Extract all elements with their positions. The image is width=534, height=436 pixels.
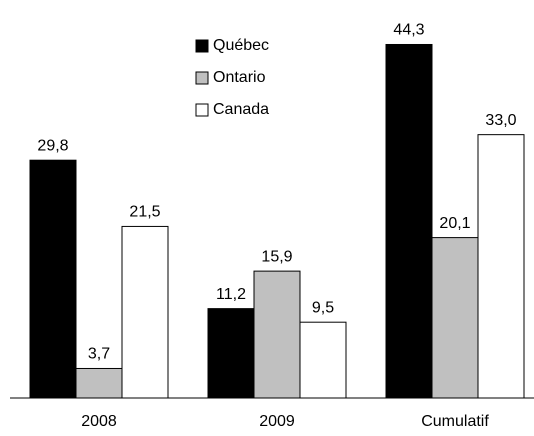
legend-label: Ontario — [213, 69, 266, 86]
value-label: 20,1 — [439, 215, 470, 232]
legend-swatch — [195, 103, 209, 117]
value-label: 21,5 — [129, 204, 160, 221]
bar — [385, 43, 433, 399]
bar — [299, 321, 347, 399]
x-tick-label: 2009 — [259, 413, 295, 430]
value-label: 3,7 — [88, 346, 110, 363]
bar — [75, 367, 123, 399]
value-label: 33,0 — [485, 112, 516, 129]
bar — [207, 308, 255, 399]
legend-swatch — [195, 39, 209, 53]
value-label: 9,5 — [312, 299, 334, 316]
legend-swatch — [195, 71, 209, 85]
legend-label: Québec — [213, 37, 269, 54]
bar — [253, 270, 301, 399]
x-tick-label: Cumulatif — [421, 413, 489, 430]
bar — [477, 134, 525, 399]
bar — [121, 225, 169, 399]
value-label: 29,8 — [37, 137, 68, 154]
x-tick-label: 2008 — [81, 413, 117, 430]
legend-label: Canada — [213, 101, 269, 118]
bar — [29, 159, 77, 399]
bar — [431, 237, 479, 399]
value-label: 15,9 — [261, 248, 292, 265]
value-label: 11,2 — [216, 286, 246, 303]
value-label: 44,3 — [393, 22, 424, 39]
